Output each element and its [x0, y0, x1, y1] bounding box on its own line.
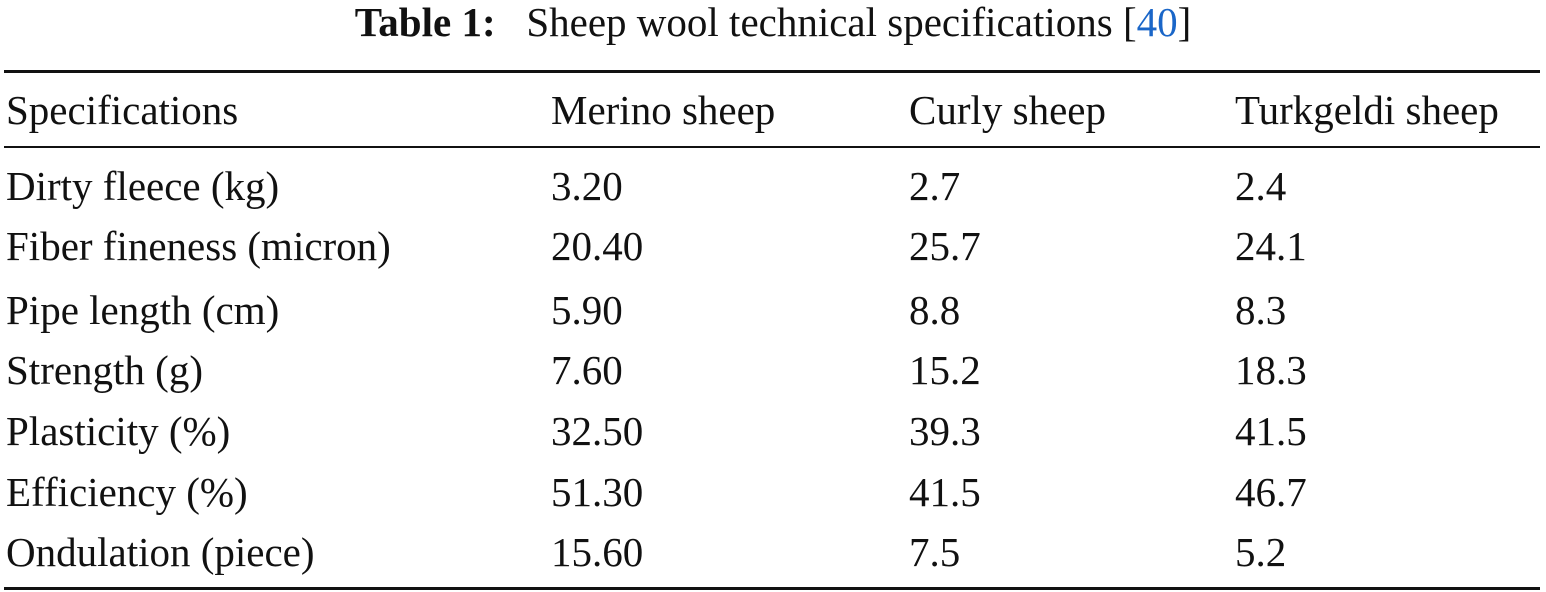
table-cell: 7.60: [551, 347, 623, 393]
table-cell: 8.8: [909, 287, 961, 333]
top-rule: [4, 70, 1540, 73]
table-row: Efficiency (%) 51.30 41.5 46.7: [0, 464, 1546, 524]
table-cell: 5.90: [551, 287, 623, 333]
table-cell: 39.3: [909, 408, 981, 454]
table-row: Pipe length (cm) 5.90 8.8 8.3: [0, 282, 1546, 342]
table-row: Plasticity (%) 32.50 39.3 41.5: [0, 403, 1546, 463]
row-label: Strength (g): [6, 347, 203, 393]
table-cell: 41.5: [1235, 408, 1307, 454]
table-cell: 15.60: [551, 529, 644, 575]
row-label: Efficiency (%): [6, 469, 248, 515]
caption-label: Table 1:: [354, 0, 496, 45]
caption-text: Sheep wool technical specifications: [526, 0, 1113, 45]
header-cell: Merino sheep: [551, 87, 776, 133]
table-cell: 24.1: [1235, 223, 1307, 269]
caption-spacer: [506, 0, 527, 45]
table-cell: 8.3: [1235, 287, 1287, 333]
table-cell: 3.20: [551, 163, 623, 209]
row-label: Pipe length (cm): [6, 287, 280, 333]
table-cell: 20.40: [551, 223, 644, 269]
caption-ref-close: ]: [1177, 0, 1192, 45]
table-row: Fiber fineness (micron) 20.40 25.7 24.1: [0, 218, 1546, 278]
table-cell: 41.5: [909, 469, 981, 515]
table-cell: 2.7: [909, 163, 961, 209]
header-cell: Specifications: [6, 87, 239, 133]
header-rule: [4, 146, 1540, 148]
table-cell: 15.2: [909, 347, 981, 393]
row-label: Ondulation (piece): [6, 529, 315, 575]
table-cell: 2.4: [1235, 163, 1287, 209]
row-label: Plasticity (%): [6, 408, 231, 454]
caption-ref-open: [: [1122, 0, 1137, 45]
header-cell: Turkgeldi sheep: [1235, 87, 1499, 133]
table-cell: 46.7: [1235, 469, 1307, 515]
header-cell: Curly sheep: [909, 87, 1106, 133]
table-cell: 51.30: [551, 469, 644, 515]
table-cell: 32.50: [551, 408, 644, 454]
table-cell: 18.3: [1235, 347, 1307, 393]
table-cell: 5.2: [1235, 529, 1287, 575]
table-row: Dirty fleece (kg) 3.20 2.7 2.4: [0, 158, 1546, 218]
table-row: Strength (g) 7.60 15.2 18.3: [0, 342, 1546, 402]
row-label: Fiber fineness (micron): [6, 223, 391, 269]
table-header-row: Specifications Merino sheep Curly sheep …: [0, 82, 1546, 142]
table-cell: 25.7: [909, 223, 981, 269]
table-cell: 7.5: [909, 529, 961, 575]
bottom-rule: [4, 587, 1540, 590]
table-row: Ondulation (piece) 15.60 7.5 5.2: [0, 524, 1546, 584]
row-label: Dirty fleece (kg): [6, 163, 280, 209]
table-caption: Table 1: Sheep wool technical specificat…: [0, 0, 1546, 52]
citation-link[interactable]: 40: [1136, 0, 1178, 45]
